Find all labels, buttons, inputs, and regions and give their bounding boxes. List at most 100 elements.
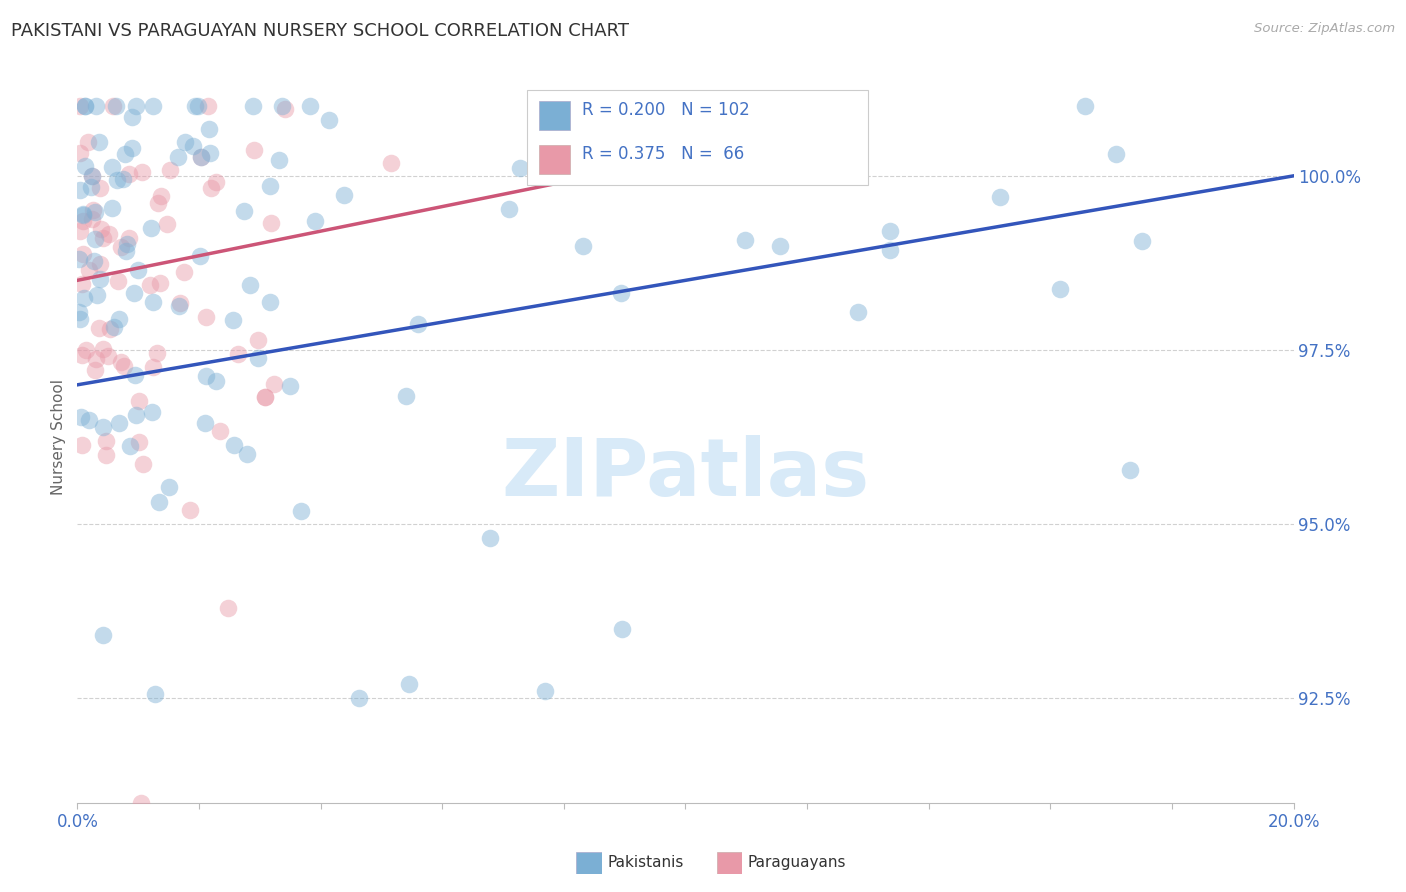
Point [112,359,135,373]
Point [263,377,285,392]
Point [83,232,105,246]
Point [246,351,269,365]
Point [80,212,103,227]
Point [84,99,107,113]
Point [194,310,217,325]
Point [124,286,146,301]
Point [107,312,129,326]
Point [107,274,129,288]
Point [167,299,190,313]
Point [97,349,120,363]
Point [72,246,94,260]
Point [242,99,264,113]
Point [105,173,128,187]
Point [141,405,163,419]
Point [318,112,340,127]
Point [260,216,283,230]
Point [96,448,118,462]
Point [91,420,114,434]
Point [94,434,117,448]
Point [145,687,167,701]
Point [179,503,201,517]
Point [188,249,211,263]
Point [166,150,188,164]
Point [169,296,191,310]
Point [115,244,138,259]
Point [86,287,108,301]
Point [117,167,139,181]
Point [253,390,276,404]
Point [129,796,152,810]
Point [77,412,100,426]
Point [121,141,143,155]
Point [89,181,111,195]
Point [398,677,420,691]
Point [83,204,105,219]
Text: Source: ZipAtlas.com: Source: ZipAtlas.com [1254,22,1395,36]
Point [128,434,150,449]
Point [110,240,132,254]
Text: ZIPatlas: ZIPatlas [502,434,869,513]
Point [159,162,181,177]
Point [142,360,165,375]
Point [70,277,93,291]
Point [110,354,132,368]
FancyBboxPatch shape [527,90,868,185]
Point [200,181,222,195]
Point [67,304,90,318]
Point [82,202,104,217]
Point [380,155,402,169]
Point [73,291,96,305]
Text: Pakistanis: Pakistanis [607,855,683,870]
Point [69,99,91,113]
Point [101,160,124,174]
Point [1104,146,1126,161]
Point [89,257,111,271]
Point [70,348,93,362]
Point [274,103,297,117]
Point [90,222,112,236]
Point [127,263,149,277]
Point [253,390,276,404]
Point [242,143,264,157]
Point [132,457,155,471]
Point [139,221,162,235]
Point [406,318,429,332]
Point [83,254,105,268]
Point [98,322,121,336]
Point [734,233,756,247]
Point [105,99,128,113]
FancyBboxPatch shape [540,101,569,130]
Point [290,504,312,518]
Point [612,622,634,636]
FancyBboxPatch shape [576,852,602,874]
Point [879,243,901,257]
Point [1119,463,1142,477]
Point [236,447,259,461]
Point [91,343,114,357]
Point [73,159,96,173]
Point [224,438,246,452]
Point [72,207,94,221]
Point [118,231,141,245]
Point [197,122,219,136]
Point [118,439,141,453]
Point [146,345,169,359]
Point [988,190,1011,204]
Point [572,238,595,252]
Point [1049,282,1071,296]
Point [270,99,292,113]
Text: R = 0.200   N = 102: R = 0.200 N = 102 [582,101,749,120]
Point [332,188,354,202]
Point [157,480,180,494]
Point [299,99,322,113]
Point [205,375,228,389]
Point [217,600,239,615]
Point [125,99,148,113]
Point [107,416,129,430]
Point [879,224,901,238]
Point [609,285,631,300]
FancyBboxPatch shape [540,145,569,174]
Point [73,99,96,113]
Point [121,110,143,124]
